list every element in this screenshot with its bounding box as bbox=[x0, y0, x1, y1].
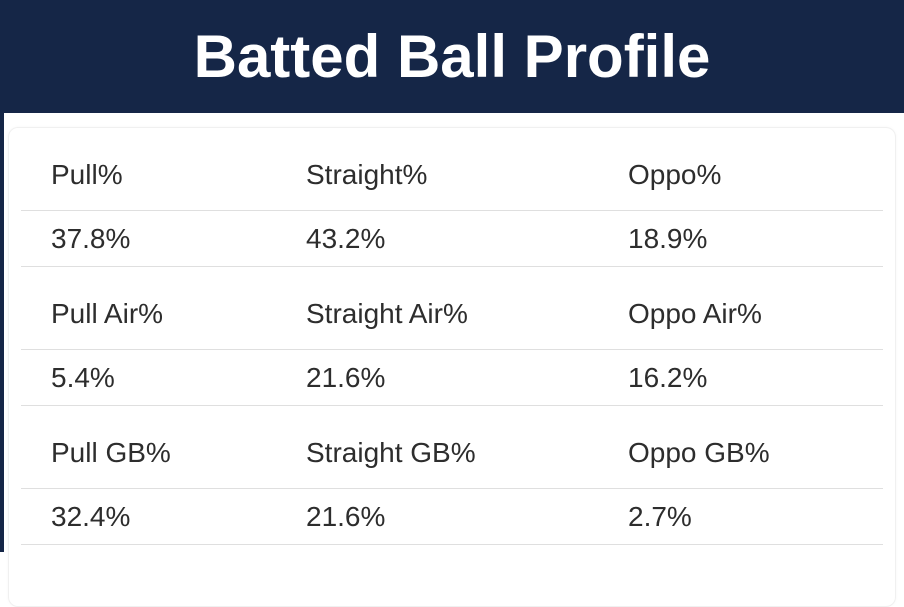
value-row-air: 5.4% 21.6% 16.2% bbox=[21, 350, 883, 406]
stat-label-oppo: Oppo% bbox=[628, 159, 722, 190]
label-row-air: Pull Air% Straight Air% Oppo Air% bbox=[21, 267, 883, 350]
batted-ball-table: Pull% Straight% Oppo% 37.8% 43.2% 18.9% … bbox=[21, 128, 883, 545]
stat-value-oppo-gb: 2.7% bbox=[628, 501, 692, 532]
stat-value-oppo: 18.9% bbox=[628, 223, 708, 254]
stat-label-straight-air: Straight Air% bbox=[306, 298, 468, 329]
stat-value-straight-air: 21.6% bbox=[306, 362, 386, 393]
stat-value-straight: 43.2% bbox=[306, 223, 386, 254]
stat-label-oppo-gb: Oppo GB% bbox=[628, 437, 770, 468]
label-row-gb: Pull GB% Straight GB% Oppo GB% bbox=[21, 406, 883, 489]
stat-label-straight-gb: Straight GB% bbox=[306, 437, 476, 468]
stat-label-pull-gb: Pull GB% bbox=[51, 437, 171, 468]
label-row-direction: Pull% Straight% Oppo% bbox=[21, 128, 883, 211]
stat-value-straight-gb: 21.6% bbox=[306, 501, 386, 532]
stat-value-pull-gb: 32.4% bbox=[51, 501, 131, 532]
value-row-direction: 37.8% 43.2% 18.9% bbox=[21, 211, 883, 267]
value-row-gb: 32.4% 21.6% 2.7% bbox=[21, 489, 883, 545]
stat-label-pull-air: Pull Air% bbox=[51, 298, 164, 329]
stat-value-pull: 37.8% bbox=[51, 223, 131, 254]
stat-label-pull: Pull% bbox=[51, 159, 123, 190]
page-title: Batted Ball Profile bbox=[193, 22, 711, 90]
stats-card: Pull% Straight% Oppo% 37.8% 43.2% 18.9% … bbox=[8, 127, 896, 607]
stat-label-oppo-air: Oppo Air% bbox=[628, 298, 762, 329]
left-accent-border bbox=[0, 0, 4, 552]
stat-label-straight: Straight% bbox=[306, 159, 428, 190]
widget-header: Batted Ball Profile bbox=[0, 0, 904, 113]
stat-value-pull-air: 5.4% bbox=[51, 362, 115, 393]
stat-value-oppo-air: 16.2% bbox=[628, 362, 708, 393]
